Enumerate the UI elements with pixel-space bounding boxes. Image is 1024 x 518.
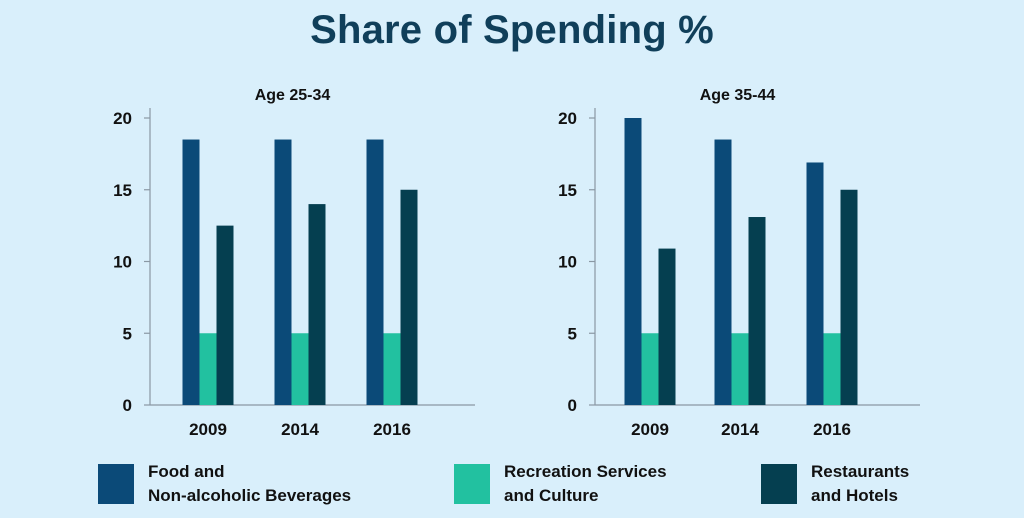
bar-restaurants-2016 [840,189,858,405]
y-tick-label: 15 [558,181,577,200]
bar-recreation-2009 [199,333,217,405]
legend-label-restaurants-line1: Restaurants [811,462,910,481]
y-tick-label: 15 [113,181,132,200]
x-tick-label: 2014 [281,420,319,439]
y-tick-label: 10 [113,253,132,272]
legend-swatch-food [98,464,134,504]
y-tick-label: 20 [558,109,577,128]
bar-recreation-2014 [291,333,309,405]
legend: Food and Non-alcoholic Beverages Recreat… [0,460,1024,510]
bar-recreation-2014 [731,333,749,405]
x-tick-label: 2016 [813,420,851,439]
y-tick-label: 20 [113,109,132,128]
legend-label-recreation: Recreation Services and Culture [504,460,744,508]
bar-recreation-2016 [383,333,401,405]
legend-swatch-recreation [454,464,490,504]
bar-restaurants-2009 [658,248,676,405]
bar-restaurants-2009 [216,225,234,405]
y-tick-label: 5 [123,324,132,343]
x-tick-label: 2009 [631,420,669,439]
bar-restaurants-2014 [748,217,766,405]
y-tick-label: 0 [123,396,132,415]
legend-label-restaurants-line2: and Hotels [811,486,898,505]
bar-restaurants-2014 [308,204,326,405]
chart-age-25-34: Age 25-34 0 5 10 15 20 2009 2014 2016 [113,87,475,439]
chart-age-35-44: Age 35-44 0 5 10 15 20 2009 2014 2016 [558,87,920,439]
bar-recreation-2009 [641,333,659,405]
subchart-title: Age 35-44 [700,87,776,104]
bar-food-2014 [714,139,732,405]
bar-food-2016 [806,162,824,405]
bar-food-2009 [182,139,200,405]
bar-food-2016 [366,139,384,405]
y-tick-label: 5 [568,324,577,343]
y-tick-label: 0 [568,396,577,415]
x-tick-label: 2014 [721,420,759,439]
bar-recreation-2016 [823,333,841,405]
chart-title: Share of Spending % [310,8,714,52]
x-tick-label: 2009 [189,420,227,439]
legend-swatch-restaurants [761,464,797,504]
bar-food-2009 [624,118,642,405]
legend-label-restaurants: Restaurants and Hotels [811,460,1024,508]
legend-label-recreation-line2: and Culture [504,486,599,505]
subchart-title: Age 25-34 [255,87,331,104]
x-tick-label: 2016 [373,420,411,439]
bar-restaurants-2016 [400,189,418,405]
bar-food-2014 [274,139,292,405]
legend-label-food-line1: Food and [148,462,225,481]
legend-label-food-line2: Non-alcoholic Beverages [148,486,352,505]
y-tick-label: 10 [558,253,577,272]
legend-label-recreation-line1: Recreation Services [504,462,667,481]
legend-label-food: Food and Non-alcoholic Beverages [148,460,388,508]
